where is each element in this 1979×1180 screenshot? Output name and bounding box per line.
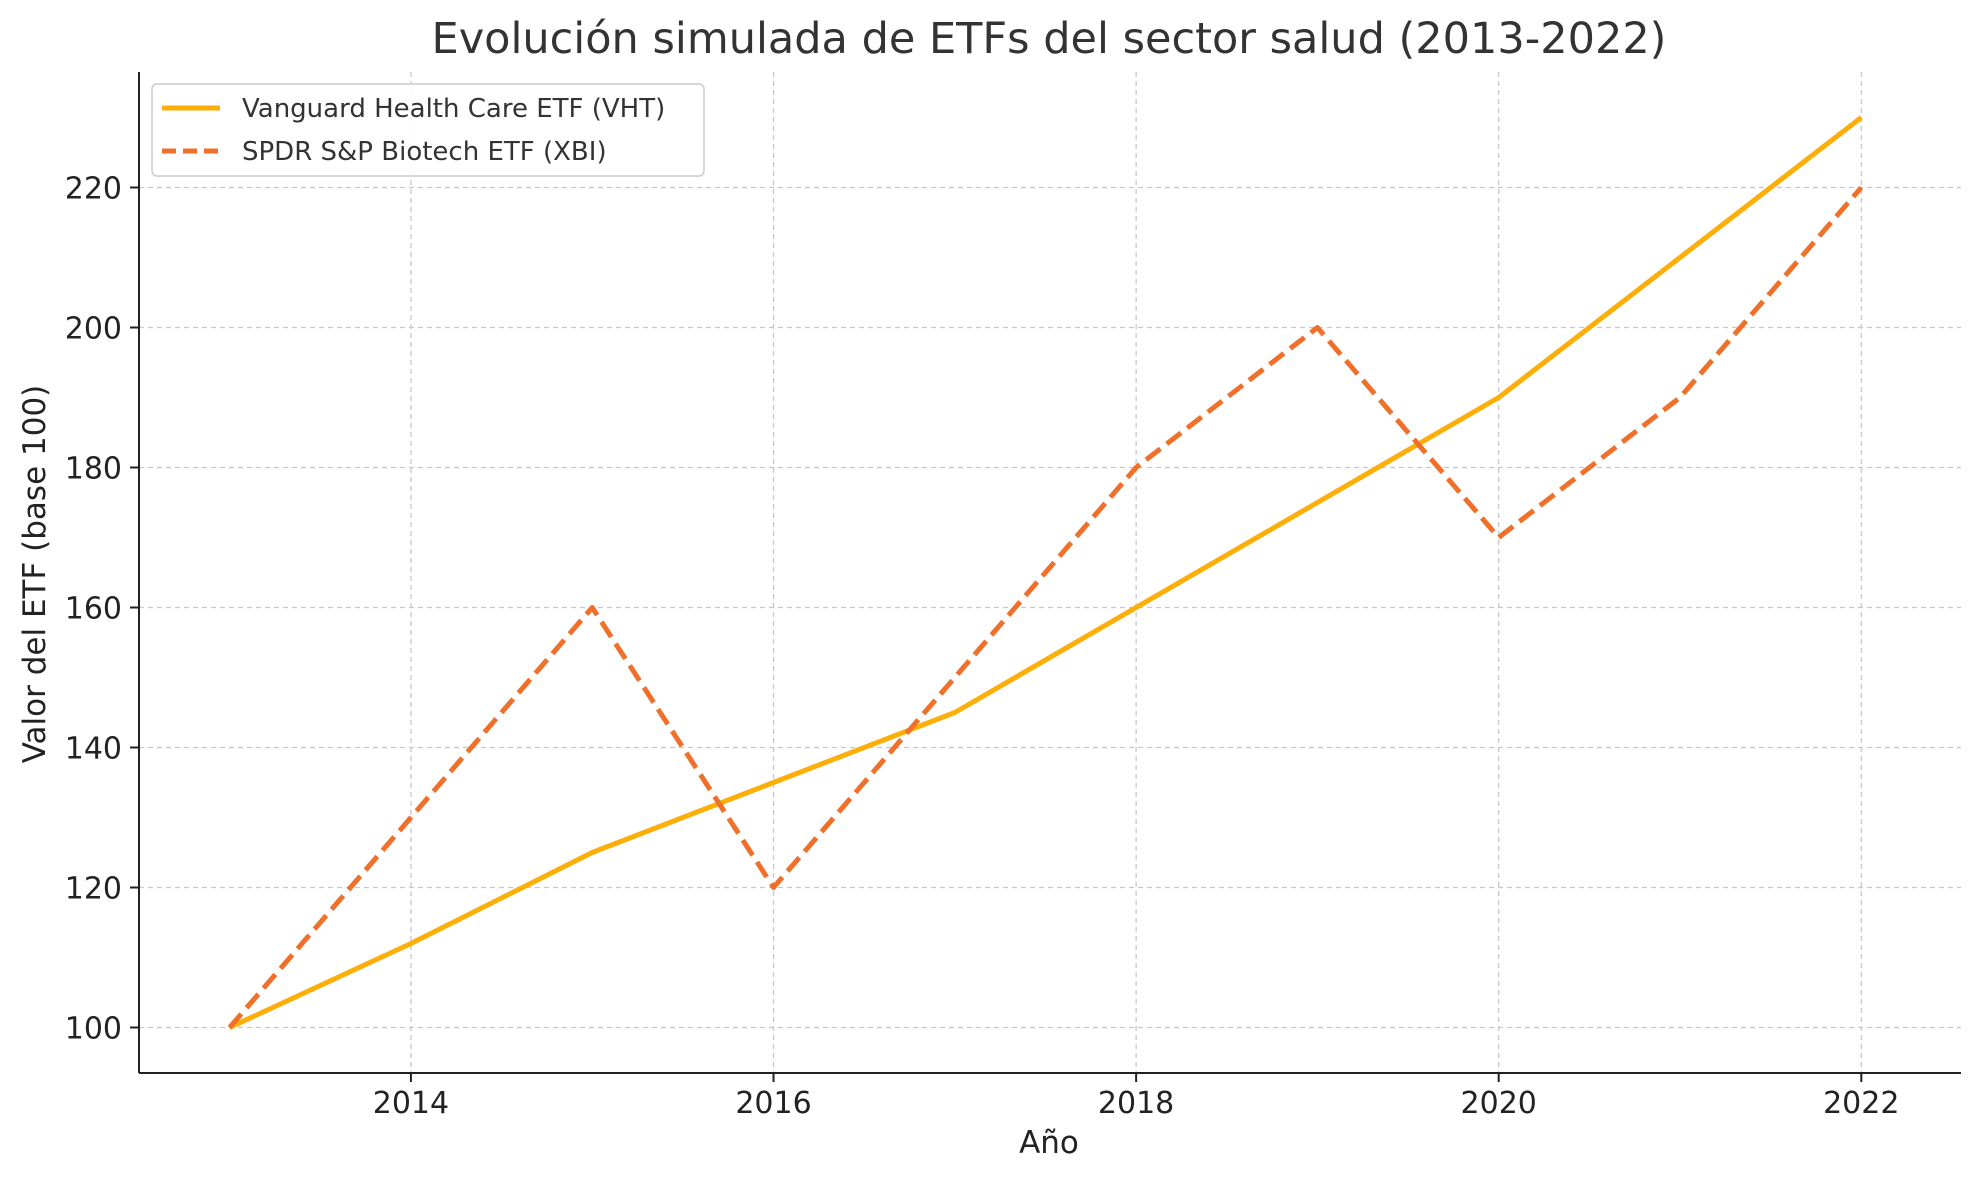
tick-labels: 2014 2016 2018 2020 2022 100 120 140 160 180 200 22… bbox=[65, 172, 1900, 1122]
y-tick-label: 200 bbox=[65, 312, 122, 347]
x-tick-label: 2016 bbox=[735, 1086, 811, 1121]
legend-label-1: Vanguard Health Care ETF (VHT) bbox=[242, 94, 665, 124]
series-lines bbox=[227, 115, 1864, 1030]
x-tick-label: 2014 bbox=[373, 1086, 449, 1121]
x-tick-label: 2022 bbox=[1823, 1086, 1899, 1121]
y-tick-label: 220 bbox=[65, 172, 122, 207]
y-tick-label: 140 bbox=[65, 732, 122, 767]
legend-box bbox=[151, 83, 705, 177]
y-axis-label: Valor del ETF (base 100) bbox=[17, 385, 53, 764]
x-tick-label: 2020 bbox=[1461, 1086, 1537, 1121]
legend-label-2: SPDR S&P Biotech ETF (XBI) bbox=[242, 137, 607, 167]
grid bbox=[139, 72, 1961, 1073]
y-tick-label: 120 bbox=[65, 872, 122, 907]
y-tick-label: 100 bbox=[65, 1012, 122, 1047]
x-axis-label: Año bbox=[1019, 1125, 1079, 1161]
y-tick-label: 180 bbox=[65, 452, 122, 487]
y-tick-label: 160 bbox=[65, 592, 122, 627]
x-tick-label: 2018 bbox=[1098, 1086, 1174, 1121]
axes bbox=[130, 72, 1961, 1082]
series-line-2 bbox=[227, 185, 1864, 1030]
chart-title: Evolución simulada de ETFs del sector sa… bbox=[432, 14, 1667, 64]
series-line-1 bbox=[228, 115, 1863, 1030]
legend: Vanguard Health Care ETF (VHT) SPDR S&P B… bbox=[151, 83, 705, 177]
